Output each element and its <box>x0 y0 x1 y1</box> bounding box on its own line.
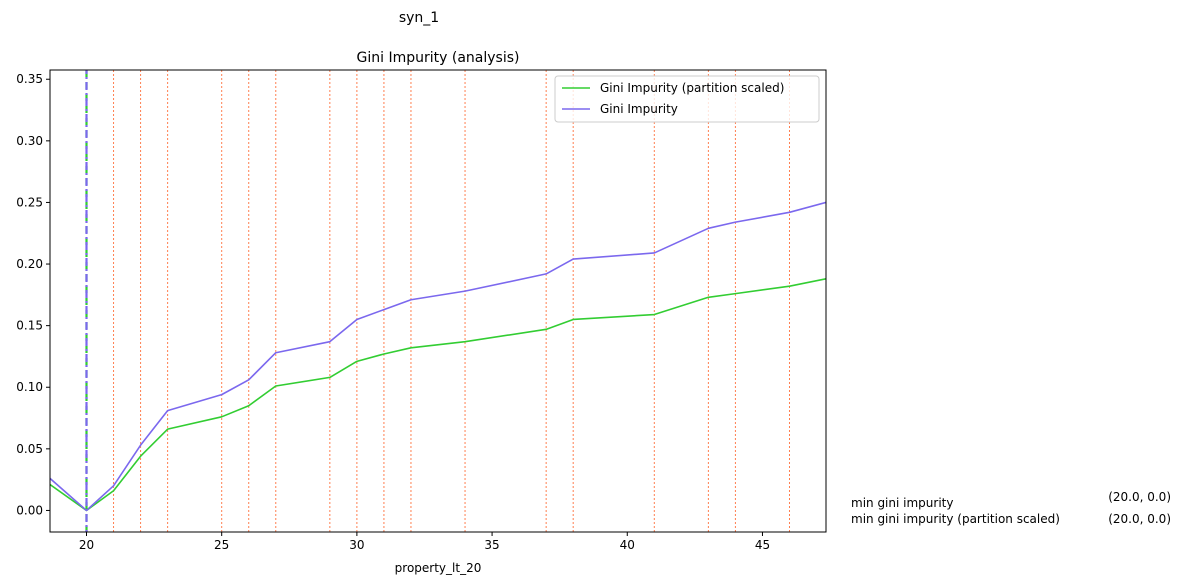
x-tick-label: 25 <box>214 538 229 552</box>
x-tick-label: 20 <box>79 538 94 552</box>
y-axis: 0.00 0.05 0.10 0.15 0.20 0.25 0.30 0.35 <box>16 72 50 517</box>
y-tick-label: 0.35 <box>16 72 43 86</box>
series-line-gini <box>50 201 826 512</box>
y-tick-label: 0.10 <box>16 380 43 394</box>
x-tick-label: 35 <box>484 538 499 552</box>
x-axis: 20 25 30 35 40 45 <box>79 532 770 552</box>
y-tick-label: 0.20 <box>16 257 43 271</box>
x-tick-label: 45 <box>755 538 770 552</box>
series-line-partition-scaled <box>50 278 826 512</box>
legend: Gini Impurity (partition scaled) Gini Im… <box>554 75 820 123</box>
y-tick-label: 0.25 <box>16 195 43 209</box>
plot-frame <box>49 69 827 533</box>
x-tick-label: 30 <box>349 538 364 552</box>
legend-label-partition-scaled: Gini Impurity (partition scaled) <box>600 81 784 95</box>
chart-title: Gini Impurity (analysis) <box>357 50 520 66</box>
legend-box <box>554 75 820 123</box>
y-tick-label: 0.05 <box>16 442 43 456</box>
annotation-label-min-gini-partition: min gini impurity (partition scaled) <box>851 512 1060 526</box>
legend-label-gini: Gini Impurity <box>600 102 678 116</box>
y-tick-label: 0.00 <box>16 503 43 517</box>
y-tick-label: 0.30 <box>16 134 43 148</box>
annotation-label-min-gini: min gini impurity <box>851 496 953 510</box>
min-annotations: min gini impurity (20.0, 0.0) min gini i… <box>851 490 1171 526</box>
x-axis-label: property_lt_20 <box>395 561 482 575</box>
annotation-value-min-gini-partition: (20.0, 0.0) <box>1108 512 1171 526</box>
split-lines <box>113 70 790 532</box>
suptitle: syn_1 <box>399 10 439 26</box>
annotation-value-min-gini: (20.0, 0.0) <box>1108 490 1171 504</box>
y-tick-label: 0.15 <box>16 319 43 333</box>
series-lines <box>50 201 826 512</box>
x-tick-label: 40 <box>620 538 635 552</box>
